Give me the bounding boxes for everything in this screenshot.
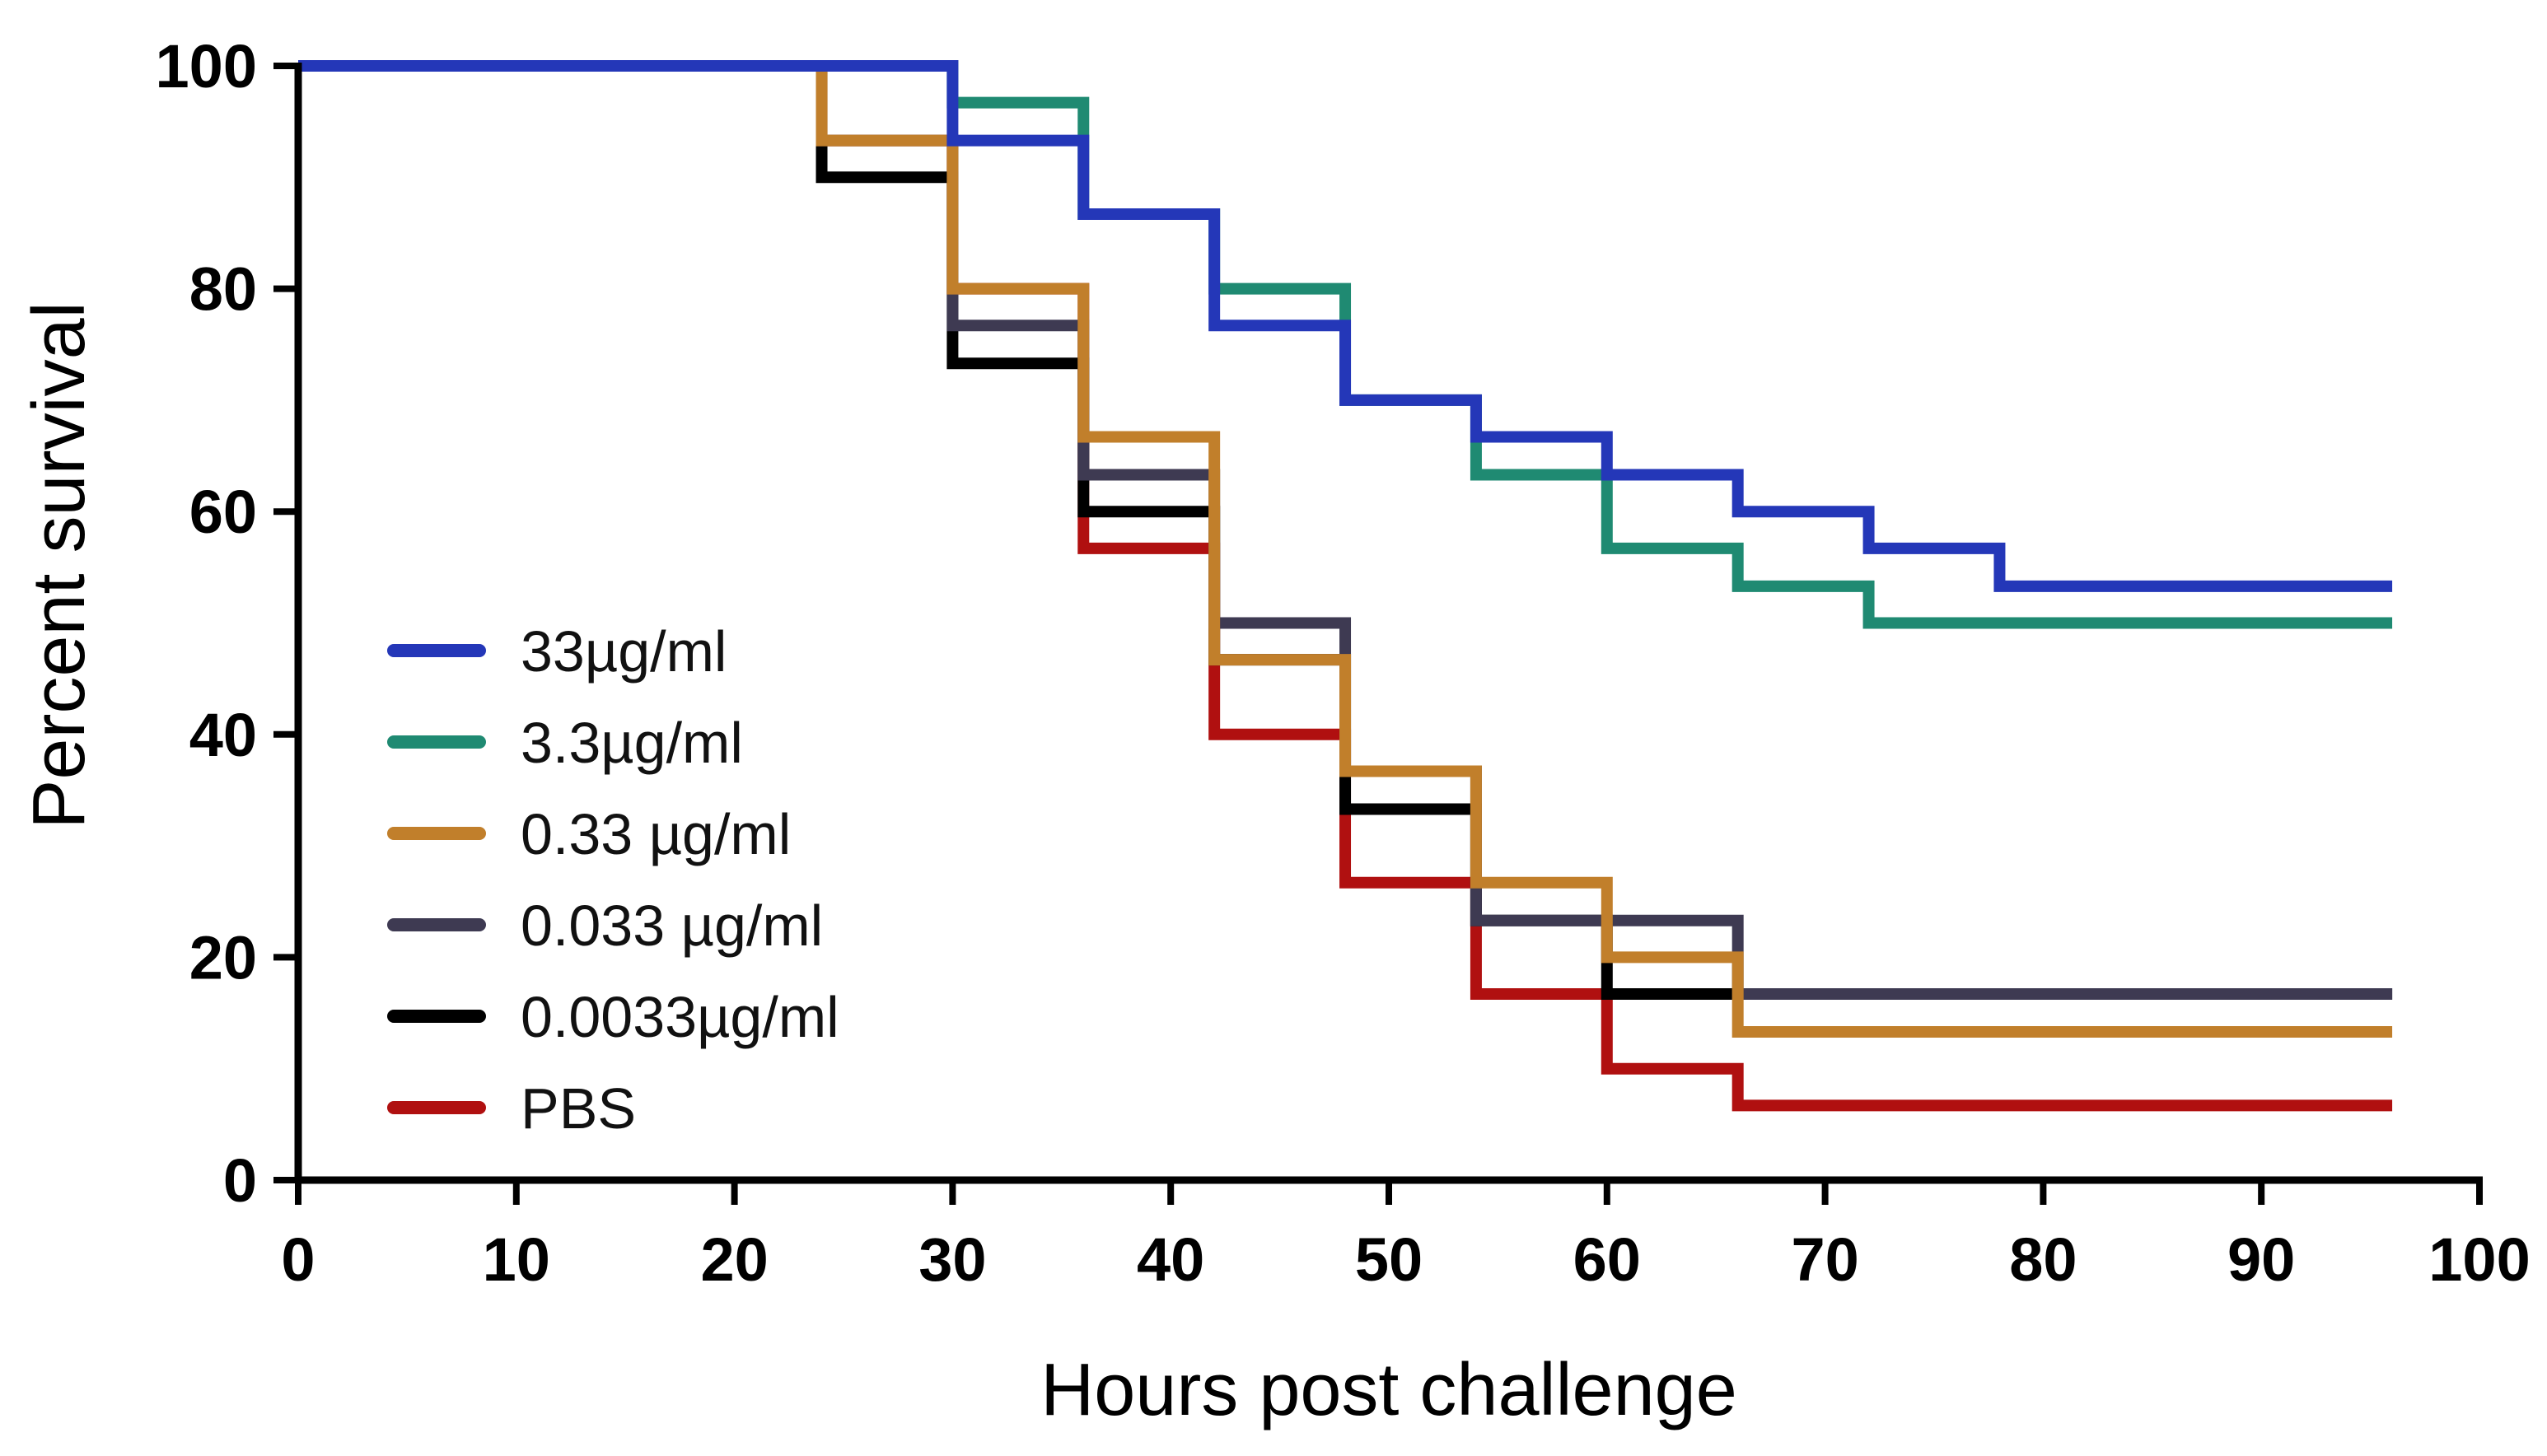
series-line-0: [298, 60, 2393, 592]
x-tick-label: 60: [1573, 1225, 1641, 1294]
legend-label: PBS: [521, 1076, 636, 1141]
ticks-layer: 0 10 20 30 40 50 60 70 80 90 100 0 20 40 60 80 100: [156, 32, 2531, 1294]
legend-label: 0.033 µg/ml: [521, 894, 823, 958]
legend-label: 0.33 µg/ml: [521, 802, 791, 866]
legend-label: 0.0033µg/ml: [521, 985, 839, 1049]
y-tick-label: 0: [223, 1146, 257, 1215]
y-tick-label: 80: [189, 255, 257, 324]
legend-label: 33µg/ml: [521, 619, 727, 684]
legend-item: 0.33 µg/ml: [387, 802, 791, 866]
x-tick-label: 80: [2009, 1225, 2077, 1294]
series-line-2: [298, 60, 2393, 1038]
y-tick-label: 60: [189, 478, 257, 546]
x-tick-label: 0: [281, 1225, 315, 1294]
x-tick-label: 90: [2227, 1225, 2295, 1294]
legend-item: 0.0033µg/ml: [387, 985, 839, 1049]
x-tick-label: 30: [918, 1225, 986, 1294]
y-tick-label: 40: [189, 701, 257, 769]
x-tick-label: 20: [700, 1225, 768, 1294]
y-tick-label: 100: [156, 32, 257, 100]
x-tick-label: 70: [1791, 1225, 1858, 1294]
legend-item: 0.033 µg/ml: [387, 894, 823, 958]
legend: 33µg/ml 3.3µg/ml 0.33 µg/ml 0.033 µg/ml 0.00…: [387, 619, 839, 1141]
y-tick-label: 20: [189, 923, 257, 992]
legend-item: 3.3µg/ml: [387, 711, 743, 775]
legend-item: 33µg/ml: [387, 619, 727, 684]
legend-label: 3.3µg/ml: [521, 711, 743, 775]
x-tick-label: 100: [2428, 1225, 2530, 1294]
legend-item: PBS: [387, 1076, 636, 1141]
x-tick-label: 40: [1137, 1225, 1204, 1294]
x-axis-title: Hours post challenge: [1040, 1349, 1737, 1431]
x-tick-label: 50: [1355, 1225, 1423, 1294]
series-layer: [298, 60, 2393, 1112]
x-tick-label: 10: [483, 1225, 550, 1294]
y-axis-title: Percent survival: [18, 301, 100, 828]
